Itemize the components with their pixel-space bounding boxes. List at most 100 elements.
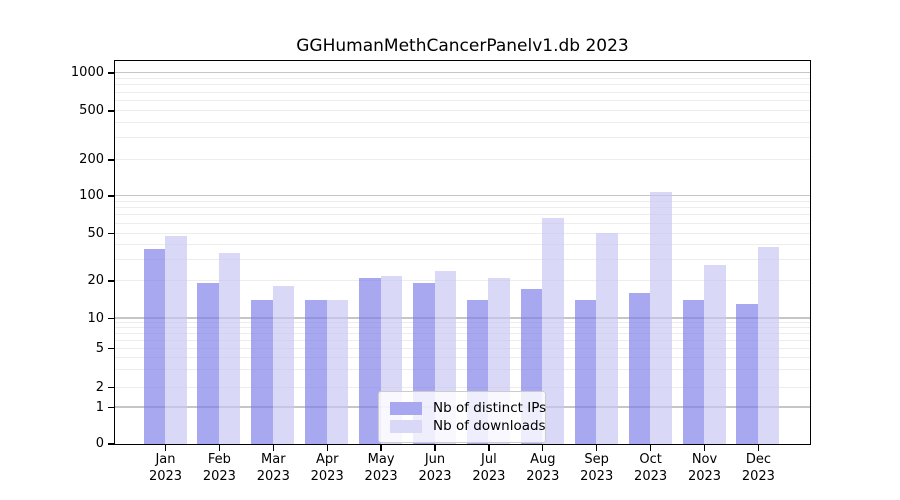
y-tick-label: 10 [87, 310, 104, 326]
bar-distinct-ips-nov [682, 299, 704, 444]
y-tick-mark [108, 159, 115, 161]
bar-downloads-oct [650, 192, 672, 444]
legend-item-distinct-ips: Nb of distinct IPs [390, 400, 547, 416]
x-tick-mark [649, 444, 652, 451]
minor-gridline [114, 84, 810, 86]
y-tick-mark [108, 195, 115, 197]
y-tick-label: 1000 [70, 65, 104, 80]
legend-label-downloads: Nb of downloads [433, 418, 546, 434]
legend-swatch-distinct-ips-icon [390, 401, 422, 415]
legend-label-distinct-ips: Nb of distinct IPs [433, 400, 547, 416]
minor-gridline [114, 386, 810, 388]
minor-gridline [114, 222, 810, 224]
bar-distinct-ips-feb [197, 283, 219, 444]
y-tick-label: 500 [79, 103, 104, 118]
legend: Nb of distinct IPs Nb of downloads [378, 391, 546, 443]
y-tick-label: 2 [95, 379, 104, 395]
minor-gridline [114, 232, 810, 234]
x-tick-label-jan: Jan 2023 [148, 452, 183, 484]
minor-gridline [114, 244, 810, 246]
x-tick-label-mar: Mar 2023 [256, 452, 290, 484]
x-tick-mark [380, 444, 382, 451]
bar-downloads-dec [757, 247, 780, 444]
minor-gridline [114, 280, 810, 281]
minor-gridline [114, 347, 810, 349]
y-tick-label: 5 [95, 340, 104, 356]
legend-swatch-downloads-icon [390, 419, 422, 433]
x-tick-mark [326, 444, 328, 451]
major-gridline [114, 71, 810, 74]
x-tick-label-jul: Jul 2023 [472, 452, 506, 484]
y-tick-label: 100 [79, 188, 104, 203]
minor-gridline [114, 327, 810, 329]
major-gridline [114, 194, 810, 197]
bar-downloads-apr [326, 299, 349, 444]
bar-distinct-ips-mar [251, 299, 273, 444]
bar-downloads-mar [272, 286, 295, 444]
x-tick-label-oct: Oct 2023 [634, 452, 668, 484]
minor-gridline [114, 258, 810, 260]
minor-gridline [114, 369, 810, 371]
x-tick-mark [488, 444, 490, 451]
y-tick-label: 50 [87, 225, 104, 241]
minor-gridline [114, 137, 810, 139]
bar-distinct-ips-may [359, 277, 381, 444]
minor-gridline [114, 77, 810, 79]
y-tick-mark [108, 347, 115, 350]
y-tick-mark [108, 110, 115, 112]
plot-area [113, 59, 811, 445]
x-tick-label-feb: Feb 2023 [202, 452, 236, 484]
minor-gridline [114, 332, 810, 334]
y-tick-mark [108, 406, 115, 409]
x-tick-mark [164, 444, 167, 451]
x-tick-mark [703, 444, 706, 451]
y-tick-mark [108, 443, 115, 445]
minor-gridline [114, 214, 810, 216]
x-tick-label-dec: Dec 2023 [741, 452, 775, 484]
x-tick-label-apr: Apr 2023 [310, 452, 344, 484]
y-tick-mark [108, 72, 115, 74]
bar-distinct-ips-sep [574, 299, 597, 444]
bar-distinct-ips-oct [628, 292, 651, 444]
y-tick-mark [108, 317, 115, 320]
bar-distinct-ips-apr [305, 299, 327, 444]
y-tick-mark [108, 280, 115, 282]
y-tick-label: 0 [95, 436, 104, 451]
bar-downloads-nov [704, 264, 726, 444]
minor-gridline [114, 91, 810, 93]
minor-gridline [114, 356, 810, 358]
bar-distinct-ips-jan [143, 248, 165, 444]
bar-downloads-jan [165, 236, 187, 444]
x-tick-mark [272, 444, 274, 451]
bar-downloads-aug [542, 217, 564, 444]
major-gridline [114, 317, 810, 319]
y-tick-label: 200 [79, 152, 104, 167]
x-tick-label-sep: Sep 2023 [580, 452, 614, 484]
chart-title: GGHumanMethCancerPanelv1.db 2023 [296, 36, 629, 56]
x-tick-label-may: May 2023 [364, 452, 398, 484]
x-tick-mark [757, 444, 760, 451]
minor-gridline [114, 322, 810, 324]
x-tick-label-jun: Jun 2023 [418, 452, 452, 484]
minor-gridline [114, 110, 810, 111]
x-tick-label-nov: Nov 2023 [687, 452, 722, 484]
legend-item-downloads: Nb of downloads [390, 418, 546, 434]
x-tick-mark [218, 444, 221, 451]
minor-gridline [114, 200, 810, 202]
bar-downloads-feb [218, 253, 241, 444]
x-tick-mark [542, 444, 544, 451]
bar-distinct-ips-dec [736, 303, 758, 444]
bar-downloads-sep [596, 233, 618, 444]
minor-gridline [114, 207, 810, 209]
minor-gridline [114, 159, 810, 160]
y-tick-mark [108, 232, 115, 235]
y-tick-mark [108, 386, 115, 389]
y-tick-label: 20 [87, 273, 104, 288]
x-tick-mark [596, 444, 598, 451]
y-tick-label: 1 [95, 399, 104, 415]
x-tick-mark [434, 444, 436, 451]
minor-gridline [114, 339, 810, 341]
x-tick-label-aug: Aug 2023 [526, 452, 560, 484]
minor-gridline [114, 100, 810, 101]
